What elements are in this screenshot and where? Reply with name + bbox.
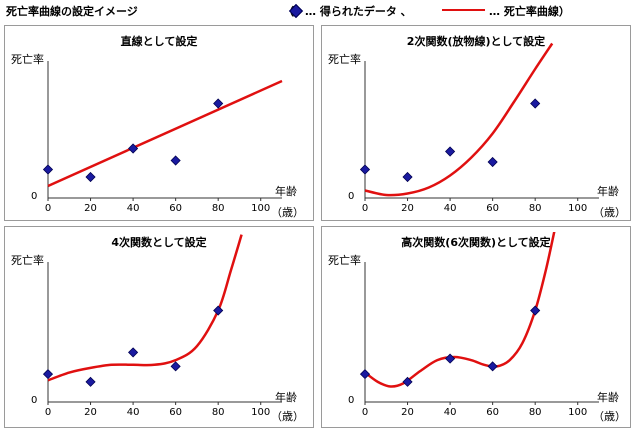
y-zero-label: 0 [31, 191, 38, 202]
mortality-curve [364, 232, 556, 388]
x-tick-label: 80 [529, 203, 542, 214]
mortality-curve [47, 234, 243, 382]
x-tick-label: 40 [444, 407, 457, 418]
mortality-curve [364, 42, 554, 197]
legend-points-label: … 得られたデータ 、 [305, 5, 412, 18]
y-axis-label: 死亡率 [11, 254, 44, 267]
x-tick-label: 100 [568, 203, 587, 214]
chart-panel-quartic: 4次関数として設定 死亡率 0 年齢 （歳） 0 20 40 60 80 100 [4, 226, 314, 428]
x-tick-label: 40 [127, 203, 140, 214]
chart-plot: 0 20 40 60 80 100 [359, 232, 599, 418]
x-tick-label: 60 [169, 203, 182, 214]
chart-panel-linear: 直線として設定 死亡率 0 年齢 （歳） 0 20 40 60 80 100 [4, 25, 314, 221]
x-axis-label: 年齢 [597, 185, 619, 198]
data-point-diamond [213, 305, 224, 316]
x-tick-label: 80 [212, 203, 225, 214]
x-tick-label: 60 [486, 203, 499, 214]
y-zero-label: 0 [348, 395, 355, 406]
x-tick-label: 60 [486, 407, 499, 418]
legend-red-line-icon [442, 9, 485, 11]
page-title: 死亡率曲線の設定イメージ [6, 5, 138, 18]
y-zero-label: 0 [31, 395, 38, 406]
chart-plot: 0 20 40 60 80 100 [42, 61, 283, 214]
x-tick-label: 0 [362, 203, 368, 214]
data-point-diamond [213, 98, 224, 109]
data-point-diamond [402, 171, 413, 183]
chart-title: 2次関数(放物線)として設定 [406, 35, 546, 48]
x-axis-unit: （歳） [271, 206, 304, 219]
data-point-diamond [170, 361, 181, 372]
y-axis-label: 死亡率 [328, 53, 361, 66]
data-point-diamond [128, 347, 139, 358]
x-tick-label: 0 [45, 407, 51, 418]
x-tick-label: 20 [401, 407, 414, 418]
x-tick-label: 20 [401, 203, 414, 214]
x-axis-label: 年齢 [275, 185, 297, 198]
data-point-diamond [487, 361, 498, 372]
x-axis-unit: （歳） [593, 206, 626, 219]
x-tick-label: 40 [127, 407, 140, 418]
chart-panel-quadratic: 2次関数(放物線)として設定 死亡率 0 年齢 （歳） 0 20 40 60 80 100 [321, 25, 631, 221]
data-point-diamond [402, 376, 413, 387]
y-axis-label: 死亡率 [328, 254, 361, 267]
x-tick-label: 80 [212, 407, 225, 418]
chart-panel-sextic: 高次関数(6次関数)として設定 死亡率 0 年齢 （歳） 0 20 40 60 80 10… [321, 226, 631, 428]
x-tick-label: 20 [84, 203, 97, 214]
data-point-diamond [128, 143, 139, 154]
x-tick-label: 100 [251, 407, 270, 418]
data-point-diamond [359, 369, 371, 380]
data-point-diamond [42, 164, 54, 175]
x-tick-label: 0 [362, 407, 368, 418]
x-tick-label: 0 [45, 203, 51, 214]
chart-plot: 0 20 40 60 80 100 [42, 234, 282, 418]
data-point-diamond [487, 156, 498, 168]
y-zero-label: 0 [348, 191, 355, 202]
chart-title: 4次関数として設定 [111, 236, 207, 249]
data-point-diamond [85, 376, 96, 387]
chart-title: 高次関数(6次関数)として設定 [401, 236, 551, 249]
data-point-diamond [445, 146, 456, 157]
data-point-diamond [170, 155, 181, 166]
x-tick-label: 100 [568, 407, 587, 418]
x-tick-label: 100 [251, 203, 270, 214]
x-axis-unit: （歳） [271, 410, 304, 423]
x-tick-label: 40 [444, 203, 457, 214]
x-axis-label: 年齢 [275, 391, 297, 404]
x-tick-label: 20 [84, 407, 97, 418]
data-point-diamond [359, 164, 371, 175]
data-point-diamond [530, 305, 541, 316]
chart-plot: 0 20 40 60 80 100 [359, 42, 599, 214]
x-axis-label: 年齢 [597, 391, 619, 404]
chart-title: 直線として設定 [120, 35, 198, 48]
data-point-diamond [85, 171, 96, 183]
data-point-diamond [42, 369, 54, 380]
x-axis-unit: （歳） [593, 410, 626, 423]
legend-curve-label: … 死亡率曲線） [489, 5, 570, 18]
mortality-curve [47, 79, 283, 188]
data-point-diamond [445, 353, 456, 364]
legend-open-paren: （ [283, 3, 294, 19]
x-tick-label: 60 [169, 407, 182, 418]
y-axis-label: 死亡率 [11, 53, 44, 66]
data-point-diamond [530, 98, 541, 109]
x-tick-label: 80 [529, 407, 542, 418]
